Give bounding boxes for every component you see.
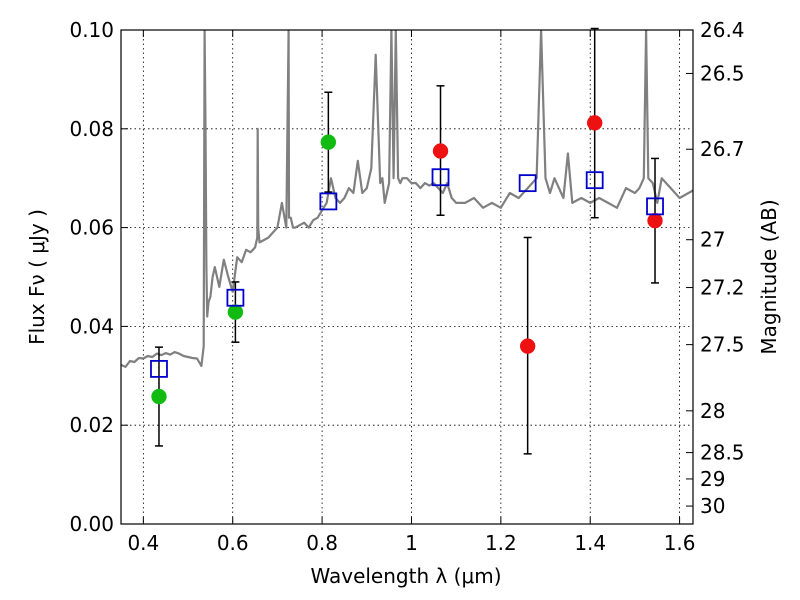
y2-tick-label: 28.5 xyxy=(700,441,745,465)
grid-lines xyxy=(121,30,693,524)
y-tick-label: 0.04 xyxy=(69,314,114,338)
y-axis-label: Flux Fν ( μJy ) xyxy=(25,209,49,345)
blue-square-marker xyxy=(646,197,664,216)
blue-square-marker xyxy=(585,171,604,190)
green-circle-marker xyxy=(151,388,167,405)
y2-tick-label: 26.5 xyxy=(700,61,745,85)
red-circle-marker xyxy=(586,115,603,131)
y2-tick-label: 27.5 xyxy=(700,333,745,357)
green-circle-marker xyxy=(227,304,244,320)
red-circle-marker xyxy=(519,338,536,354)
x-axis-label: Wavelength λ (μm) xyxy=(310,564,501,588)
blue-square-marker xyxy=(226,288,245,307)
data-points-group xyxy=(150,115,664,405)
y2-tick-label: 26.7 xyxy=(700,137,745,161)
blue-square-marker xyxy=(150,359,168,378)
x-tick-label: 1.6 xyxy=(664,531,696,555)
y2-axis-label: Magnitude (AB) xyxy=(757,199,781,354)
green-circle-marker xyxy=(320,134,337,150)
x-tick-label: 1 xyxy=(405,531,418,555)
y2-tick-label: 30 xyxy=(700,494,725,518)
model-spectrum-group xyxy=(121,30,693,368)
y2-tick-label: 28 xyxy=(700,399,725,423)
red-circle-marker xyxy=(647,212,663,229)
plot-frame xyxy=(120,29,694,525)
x-tick-label: 0.4 xyxy=(127,531,159,555)
blue-square-marker xyxy=(319,192,338,211)
y-tick-label: 0.00 xyxy=(69,512,114,536)
y2-tick-label: 29 xyxy=(700,467,725,491)
y2-tick-label: 27 xyxy=(700,228,725,252)
y-tick-label: 0.06 xyxy=(69,216,114,240)
y-tick-label: 0.08 xyxy=(69,117,114,141)
y-tick-label: 0.10 xyxy=(69,18,114,42)
x-tick-label: 1.2 xyxy=(485,531,517,555)
axis-ticks-group: 0.4 0.6 0.8 1 1.2 1.4 1.6 0.00 0.02 0.04 0.06 0.08 0… xyxy=(69,18,744,555)
x-tick-label: 1.4 xyxy=(574,531,606,555)
model-spectrum-line xyxy=(121,30,693,368)
blue-square-marker xyxy=(431,168,450,187)
x-tick-label: 0.6 xyxy=(217,531,249,555)
y2-tick-label: 26.4 xyxy=(700,18,745,42)
blue-square-marker xyxy=(518,174,537,193)
red-circle-marker xyxy=(432,143,449,159)
y2-tick-label: 27.2 xyxy=(700,276,745,300)
y-tick-label: 0.02 xyxy=(69,413,114,437)
x-tick-label: 0.8 xyxy=(306,531,338,555)
